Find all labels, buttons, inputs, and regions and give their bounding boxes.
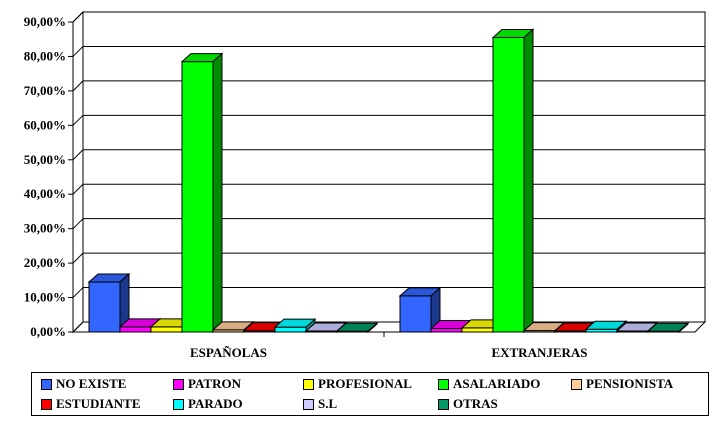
- legend-label: S.L: [318, 396, 338, 411]
- bar: [150, 326, 183, 333]
- y-tick-label: 60,00%: [24, 117, 66, 132]
- y-tick-label: 50,00%: [24, 152, 66, 167]
- legend-swatch: [571, 378, 582, 390]
- legend-label: PROFESIONAL: [318, 376, 412, 391]
- y-tick-label: 10,00%: [24, 290, 66, 305]
- gridline-depth: [72, 11, 84, 23]
- legend-item: NO EXISTE: [41, 376, 126, 392]
- legend-swatch: [303, 398, 314, 410]
- gridline-depth: [72, 252, 84, 264]
- y-tick-label: 20,00%: [24, 255, 66, 270]
- legend-swatch: [303, 378, 314, 390]
- bar: [274, 326, 307, 333]
- gridline-depth: [72, 149, 84, 161]
- gridline-depth: [72, 80, 84, 92]
- legend-item: PROFESIONAL: [303, 376, 412, 392]
- bar: [119, 326, 152, 333]
- legend-swatch: [173, 378, 184, 390]
- legend-item: PARADO: [173, 396, 243, 412]
- legend-label: PENSIONISTA: [586, 376, 674, 391]
- bar: [492, 37, 525, 333]
- gridline-depth: [72, 183, 84, 195]
- plot-back-wall: [82, 11, 706, 323]
- legend-item: S.L: [303, 396, 337, 412]
- y-tick-label: 90,00%: [24, 14, 66, 29]
- legend-swatch: [41, 378, 52, 390]
- bar-side: [212, 52, 223, 334]
- legend-label: NO EXISTE: [56, 376, 127, 391]
- gridline-depth: [72, 321, 84, 333]
- y-tick-label: 0,00%: [30, 324, 66, 339]
- y-tick-label: 80,00%: [24, 48, 66, 63]
- gridline-depth: [72, 114, 84, 126]
- legend-swatch: [173, 398, 184, 410]
- bar: [181, 61, 214, 333]
- bar: [399, 295, 432, 333]
- legend-item: PENSIONISTA: [571, 376, 673, 392]
- x-category-label: ESPAÑOLAS: [190, 345, 267, 360]
- legend-item: ASALARIADO: [438, 376, 540, 392]
- y-tick-label: 40,00%: [24, 186, 66, 201]
- legend-label: PATRON: [188, 376, 241, 391]
- legend-label: ASALARIADO: [453, 376, 541, 391]
- legend-item: OTRAS: [438, 396, 498, 412]
- bar-side: [523, 28, 534, 334]
- bar: [430, 328, 463, 333]
- legend-swatch: [438, 398, 449, 410]
- legend-swatch: [438, 378, 449, 390]
- legend-label: ESTUDIANTE: [56, 396, 141, 411]
- legend-label: OTRAS: [453, 396, 498, 411]
- legend: NO EXISTE PATRON PROFESIONAL ASALARIADO PENS…: [31, 372, 709, 416]
- legend-label: PARADO: [188, 396, 243, 411]
- y-tick-label: 30,00%: [24, 221, 66, 236]
- plot-side-wall: [72, 10, 84, 334]
- legend-item: ESTUDIANTE: [41, 396, 141, 412]
- y-tick-label: 70,00%: [24, 83, 66, 98]
- gridline-depth: [72, 218, 84, 230]
- bar: [461, 327, 494, 333]
- legend-item: PATRON: [173, 376, 241, 392]
- legend-swatch: [41, 398, 52, 410]
- bar: [88, 281, 121, 333]
- gridline-depth: [72, 287, 84, 298]
- x-category-label: EXTRANJERAS: [491, 345, 587, 360]
- gridline-depth: [72, 46, 84, 57]
